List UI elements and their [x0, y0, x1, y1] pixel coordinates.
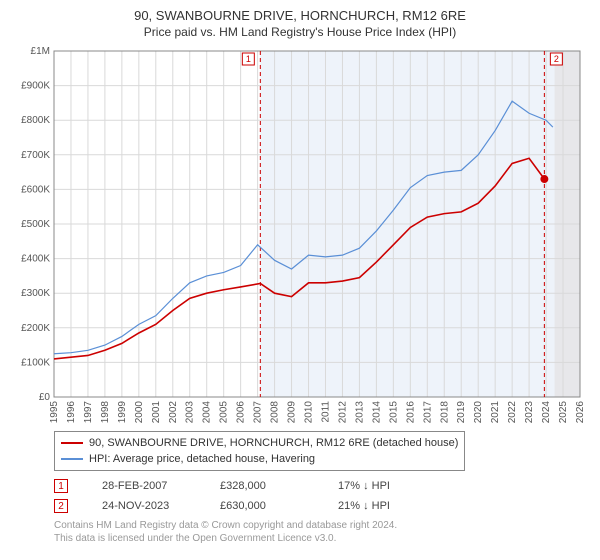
footnote-line: This data is licensed under the Open Gov… — [54, 532, 590, 545]
svg-text:2007: 2007 — [253, 401, 264, 424]
svg-text:2023: 2023 — [524, 401, 535, 424]
svg-text:1996: 1996 — [66, 401, 77, 424]
svg-text:2019: 2019 — [456, 401, 467, 424]
marker-delta: 21% ↓ HPI — [338, 500, 428, 512]
svg-text:£200K: £200K — [21, 323, 50, 334]
marker-date: 28-FEB-2007 — [102, 480, 192, 492]
svg-text:2018: 2018 — [439, 401, 450, 424]
svg-text:2012: 2012 — [337, 401, 348, 424]
svg-text:2014: 2014 — [371, 401, 382, 424]
chart-area: £0£100K£200K£300K£400K£500K£600K£700K£80… — [10, 45, 590, 425]
svg-text:£100K: £100K — [21, 357, 50, 368]
svg-text:2006: 2006 — [236, 401, 247, 424]
svg-text:£600K: £600K — [21, 184, 50, 195]
marker-delta: 17% ↓ HPI — [338, 480, 428, 492]
marker-badge: 2 — [54, 499, 68, 513]
svg-text:2010: 2010 — [304, 401, 315, 424]
svg-text:2009: 2009 — [287, 401, 298, 424]
svg-text:£300K: £300K — [21, 288, 50, 299]
svg-text:2001: 2001 — [151, 401, 162, 424]
chart-title: 90, SWANBOURNE DRIVE, HORNCHURCH, RM12 6… — [10, 8, 590, 23]
marker-badge: 1 — [54, 479, 68, 493]
legend-swatch — [61, 458, 83, 460]
marker-table: 1 28-FEB-2007 £328,000 17% ↓ HPI 2 24-NO… — [54, 479, 590, 513]
legend-label: 90, SWANBOURNE DRIVE, HORNCHURCH, RM12 6… — [89, 435, 458, 451]
svg-text:2000: 2000 — [134, 401, 145, 424]
svg-text:2017: 2017 — [422, 401, 433, 424]
legend: 90, SWANBOURNE DRIVE, HORNCHURCH, RM12 6… — [54, 431, 465, 471]
svg-text:2026: 2026 — [575, 401, 586, 424]
svg-text:2011: 2011 — [320, 401, 331, 423]
svg-text:1999: 1999 — [117, 401, 128, 424]
svg-text:2024: 2024 — [541, 401, 552, 424]
svg-text:2: 2 — [554, 54, 559, 64]
svg-text:1995: 1995 — [49, 401, 60, 424]
svg-text:1998: 1998 — [100, 401, 111, 424]
marker-price: £328,000 — [220, 480, 310, 492]
svg-text:2003: 2003 — [185, 401, 196, 424]
svg-text:£800K: £800K — [21, 115, 50, 126]
svg-text:1997: 1997 — [83, 401, 94, 424]
svg-text:2005: 2005 — [219, 401, 230, 424]
svg-text:1: 1 — [246, 54, 251, 64]
svg-text:2020: 2020 — [473, 401, 484, 424]
legend-swatch — [61, 442, 83, 444]
svg-text:2008: 2008 — [270, 401, 281, 424]
svg-text:£400K: £400K — [21, 254, 50, 265]
svg-text:2002: 2002 — [168, 401, 179, 424]
legend-row: 90, SWANBOURNE DRIVE, HORNCHURCH, RM12 6… — [61, 435, 458, 451]
svg-text:2021: 2021 — [490, 401, 501, 424]
chart-subtitle: Price paid vs. HM Land Registry's House … — [10, 25, 590, 39]
marker-row: 2 24-NOV-2023 £630,000 21% ↓ HPI — [54, 499, 590, 513]
svg-text:2025: 2025 — [558, 401, 569, 424]
svg-text:2016: 2016 — [405, 401, 416, 424]
svg-text:£900K: £900K — [21, 81, 50, 92]
svg-text:£1M: £1M — [31, 46, 50, 57]
svg-text:£500K: £500K — [21, 219, 50, 230]
svg-text:2013: 2013 — [354, 401, 365, 424]
marker-price: £630,000 — [220, 500, 310, 512]
legend-label: HPI: Average price, detached house, Have… — [89, 451, 315, 467]
footnote: Contains HM Land Registry data © Crown c… — [54, 519, 590, 545]
marker-date: 24-NOV-2023 — [102, 500, 192, 512]
svg-text:2015: 2015 — [388, 401, 399, 424]
svg-text:2022: 2022 — [507, 401, 518, 424]
footnote-line: Contains HM Land Registry data © Crown c… — [54, 519, 590, 532]
svg-text:2004: 2004 — [202, 401, 213, 424]
marker-row: 1 28-FEB-2007 £328,000 17% ↓ HPI — [54, 479, 590, 493]
svg-text:£700K: £700K — [21, 150, 50, 161]
legend-row: HPI: Average price, detached house, Have… — [61, 451, 458, 467]
